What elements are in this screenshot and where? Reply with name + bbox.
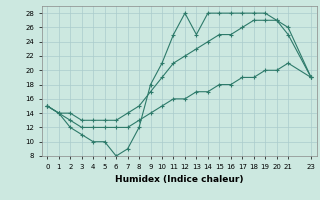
X-axis label: Humidex (Indice chaleur): Humidex (Indice chaleur) [115,175,244,184]
